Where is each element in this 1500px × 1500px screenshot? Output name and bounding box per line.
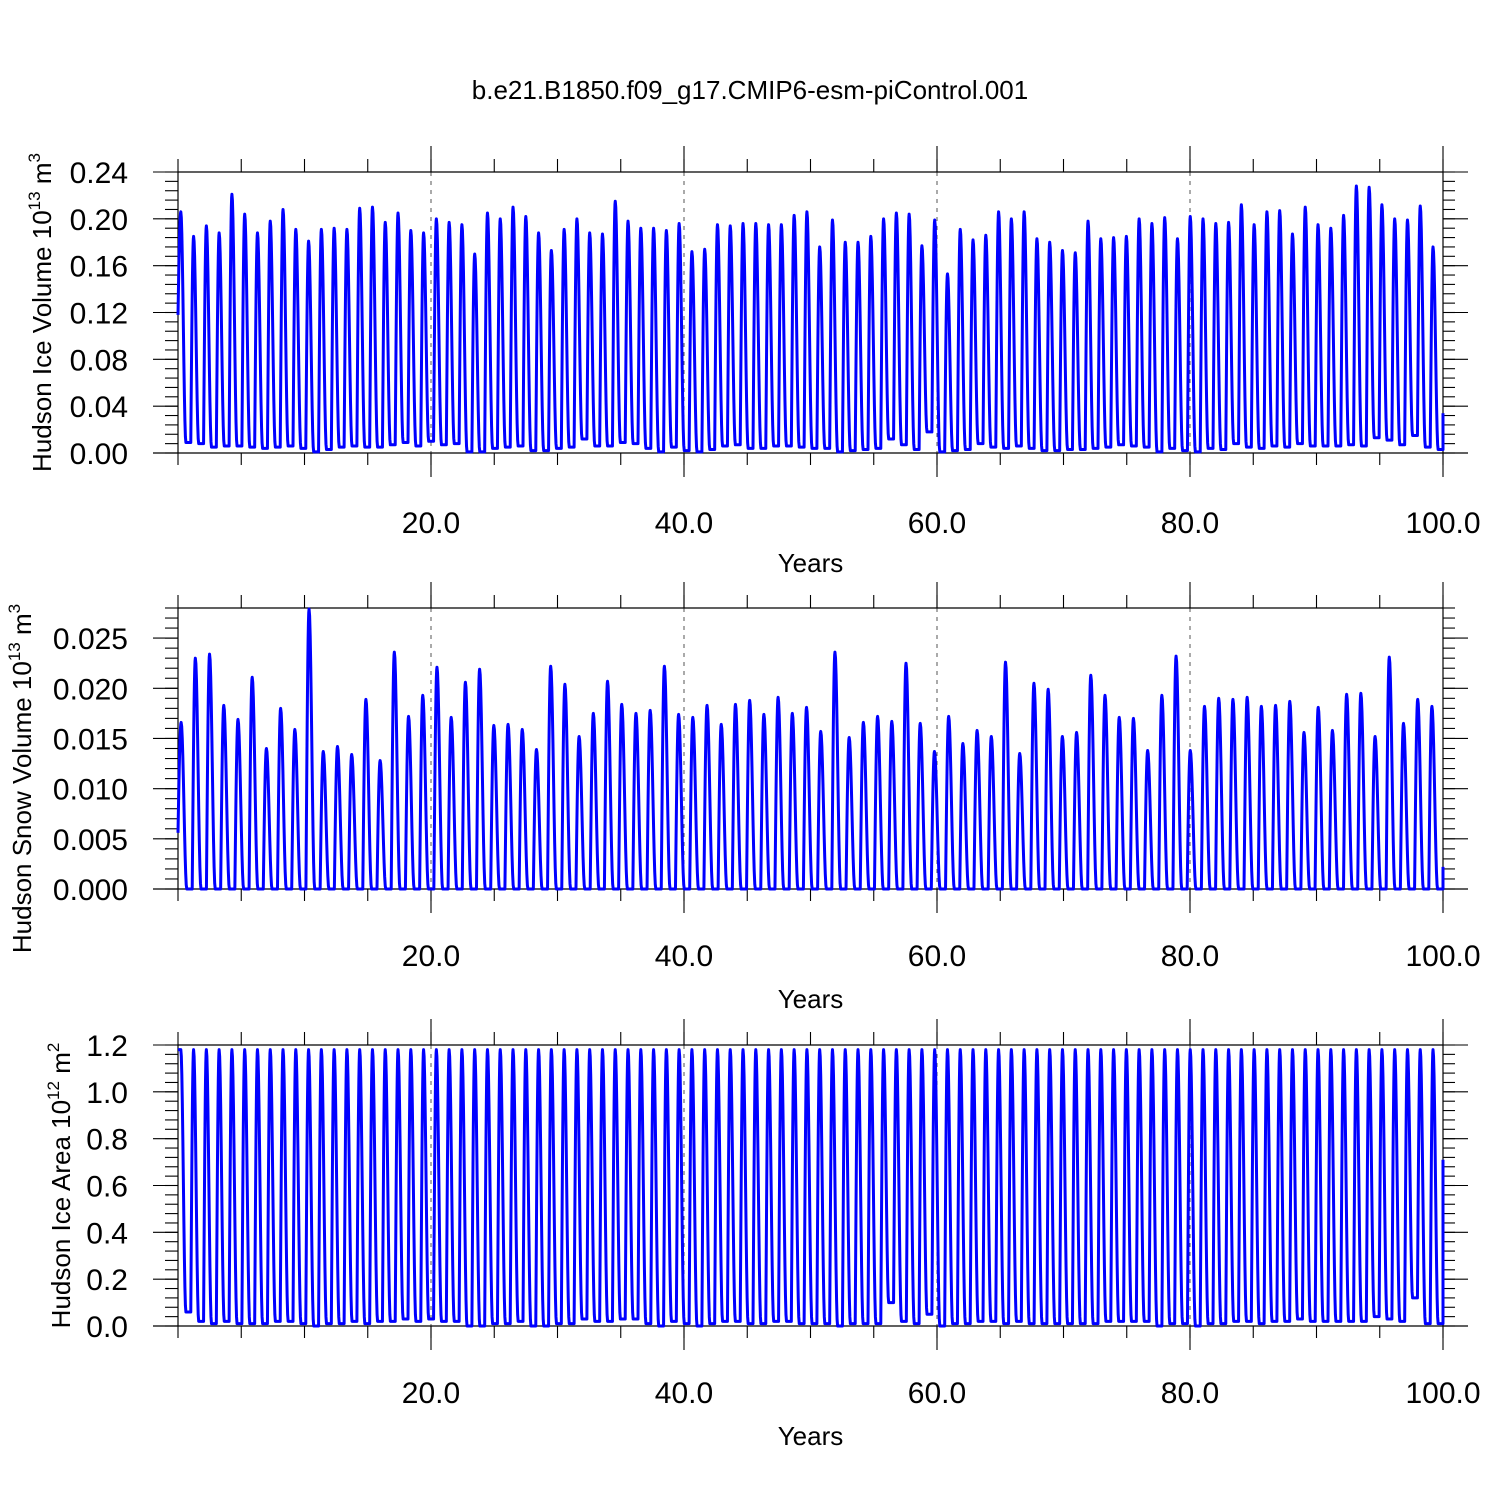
y-tick-label: 0.08: [70, 344, 128, 377]
panel-ice-volume: Years Hudson Ice Volume 1013 m3 0.00 0.04…: [25, 146, 1481, 578]
panel-snow-volume-ylabel: Hudson Snow Volume 1013 m3: [5, 604, 37, 953]
x-tick-label: 20.0: [402, 507, 460, 540]
ylabel-unit-exponent: 2: [44, 1043, 63, 1052]
y-tick-label: 1.0: [86, 1077, 128, 1110]
x-tick-label: 80.0: [1161, 940, 1219, 973]
panel-ice-volume-xlabel: Years: [778, 548, 844, 578]
x-tick-label: 40.0: [655, 1377, 713, 1410]
ylabel-unit-exponent: 3: [25, 153, 44, 162]
ylabel-exponent: 13: [25, 191, 44, 210]
ylabel-unit-exponent: 3: [5, 604, 24, 613]
figure-title: b.e21.B1850.f09_g17.CMIP6-esm-piControl.…: [472, 75, 1028, 105]
panel-ice-area: Years Hudson Ice Area 1012 m2 0.0 0.2 0.4 0…: [44, 1019, 1481, 1451]
panel-snow-volume-xlabel: Years: [778, 984, 844, 1014]
y-tick-label: 0.010: [53, 774, 128, 807]
y-tick-label: 0.20: [70, 204, 128, 237]
y-tick-label: 0.015: [53, 723, 128, 756]
y-tick-label: 0.020: [53, 673, 128, 706]
x-tick-label: 100.0: [1405, 1377, 1480, 1410]
y-tick-label: 1.2: [86, 1030, 128, 1063]
y-tick-label: 0.16: [70, 251, 128, 284]
y-tick-label: 0.04: [70, 391, 128, 424]
x-tick-label: 40.0: [655, 507, 713, 540]
x-tick-label: 100.0: [1405, 940, 1480, 973]
x-tick-label: 20.0: [402, 940, 460, 973]
x-tick-label: 60.0: [908, 940, 966, 973]
ylabel-main: Hudson Snow Volume 10: [7, 661, 37, 953]
x-tick-label: 40.0: [655, 940, 713, 973]
x-tick-label: 60.0: [908, 1377, 966, 1410]
ylabel-exponent: 12: [44, 1081, 63, 1100]
ylabel-main: Hudson Ice Area 10: [46, 1100, 76, 1328]
y-tick-label: 0.025: [53, 623, 128, 656]
y-tick-label: 0.8: [86, 1124, 128, 1157]
x-tick-label: 80.0: [1161, 1377, 1219, 1410]
ylabel-unit: m: [46, 1052, 76, 1081]
y-tick-label: 0.24: [70, 157, 128, 190]
y-tick-label: 0.0: [86, 1311, 128, 1344]
y-tick-label: 0.005: [53, 824, 128, 857]
y-tick-label: 0.000: [53, 874, 128, 907]
ylabel-unit: m: [7, 613, 37, 642]
x-tick-label: 100.0: [1405, 507, 1480, 540]
panel-ice-area-ylabel: Hudson Ice Area 1012 m2: [44, 1043, 76, 1329]
panel-ice-volume-ylabel: Hudson Ice Volume 1013 m3: [25, 153, 57, 472]
series-line: [176, 1048, 1445, 1328]
series-line: [176, 607, 1445, 891]
y-tick-label: 0.4: [86, 1217, 128, 1250]
x-tick-label: 20.0: [402, 1377, 460, 1410]
y-tick-label: 0.12: [70, 298, 128, 331]
x-tick-label: 80.0: [1161, 507, 1219, 540]
x-tick-label: 60.0: [908, 507, 966, 540]
y-tick-label: 0.6: [86, 1171, 128, 1204]
ylabel-exponent: 13: [5, 642, 24, 661]
panel-ice-area-xlabel: Years: [778, 1421, 844, 1451]
panel-snow-volume: Years Hudson Snow Volume 1013 m3 0.000 0.…: [5, 582, 1481, 1014]
ylabel-unit: m: [27, 163, 57, 192]
y-tick-label: 0.00: [70, 438, 128, 471]
ylabel-main: Hudson Ice Volume 10: [27, 210, 57, 472]
y-tick-label: 0.2: [86, 1264, 128, 1297]
series-line: [176, 184, 1445, 454]
